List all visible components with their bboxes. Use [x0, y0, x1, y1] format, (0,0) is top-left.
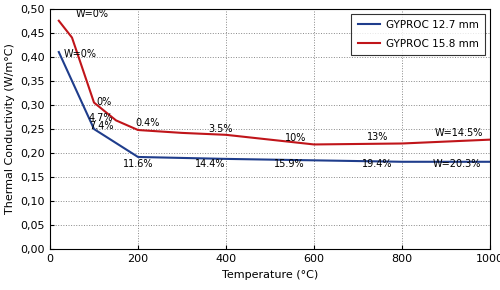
GYPROC 12.7 mm: [223, 157, 229, 161]
Text: 0.4%: 0.4%: [136, 118, 160, 128]
Text: W=20.3%: W=20.3%: [433, 159, 481, 168]
GYPROC 12.7 mm: [56, 50, 62, 54]
GYPROC 15.8 mm: [487, 138, 493, 142]
Text: 15.9%: 15.9%: [274, 159, 305, 168]
GYPROC 15.8 mm: [135, 128, 141, 132]
Text: W=0%: W=0%: [64, 49, 97, 59]
GYPROC 12.7 mm: [179, 156, 185, 160]
GYPROC 12.7 mm: [487, 160, 493, 164]
Text: 0%: 0%: [96, 97, 112, 107]
GYPROC 15.8 mm: [311, 143, 317, 146]
GYPROC 12.7 mm: [399, 160, 405, 164]
Line: GYPROC 15.8 mm: GYPROC 15.8 mm: [59, 21, 490, 144]
Text: 10%: 10%: [286, 133, 307, 142]
Text: 4.7%: 4.7%: [88, 113, 113, 123]
Text: 14.4%: 14.4%: [195, 159, 226, 168]
Text: 19.4%: 19.4%: [362, 159, 393, 168]
GYPROC 12.7 mm: [311, 159, 317, 162]
Text: W=0%: W=0%: [76, 9, 108, 19]
Text: 13%: 13%: [367, 132, 388, 142]
Y-axis label: Thermal Conductivity (W/m°C): Thermal Conductivity (W/m°C): [5, 44, 15, 215]
GYPROC 15.8 mm: [399, 142, 405, 145]
X-axis label: Temperature (°C): Temperature (°C): [222, 270, 318, 280]
GYPROC 15.8 mm: [113, 119, 119, 122]
GYPROC 15.8 mm: [223, 133, 229, 137]
Text: 7.4%: 7.4%: [88, 122, 113, 131]
Text: 11.6%: 11.6%: [122, 159, 153, 168]
GYPROC 15.8 mm: [69, 36, 75, 39]
Text: 3.5%: 3.5%: [208, 124, 233, 134]
GYPROC 12.7 mm: [135, 155, 141, 159]
GYPROC 15.8 mm: [56, 19, 62, 23]
GYPROC 12.7 mm: [91, 127, 97, 131]
GYPROC 15.8 mm: [91, 101, 97, 104]
Legend: GYPROC 12.7 mm, GYPROC 15.8 mm: GYPROC 12.7 mm, GYPROC 15.8 mm: [352, 14, 485, 55]
Line: GYPROC 12.7 mm: GYPROC 12.7 mm: [59, 52, 490, 162]
Text: W=14.5%: W=14.5%: [435, 128, 484, 138]
GYPROC 15.8 mm: [179, 131, 185, 135]
